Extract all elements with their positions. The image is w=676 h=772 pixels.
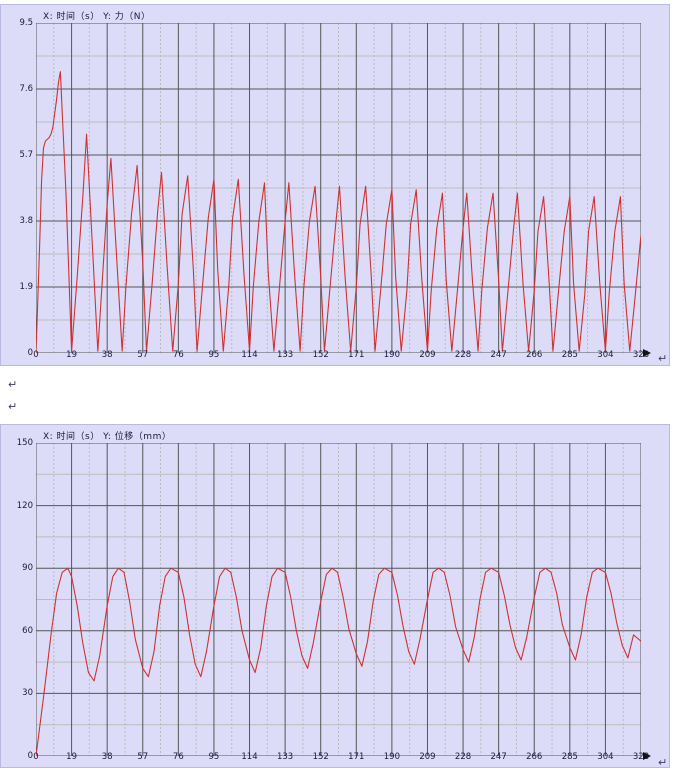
x-axis-arrow xyxy=(643,349,651,357)
x-tick-label: 38 xyxy=(101,350,113,360)
x-tick-label: 190 xyxy=(383,752,400,762)
y-tick-label: 0 xyxy=(27,751,33,761)
x-tick-label: 323 xyxy=(632,350,650,360)
x-tick-label: 304 xyxy=(597,752,614,762)
y-tick-label: 5.7 xyxy=(19,150,33,160)
x-tick-label: 152 xyxy=(312,350,329,360)
x-tick-label: 190 xyxy=(383,350,400,360)
chart-panel-displacement: X: 时间（s） Y: 位移（mm） 0 30 60 90 120 150 0 19 38 57… xyxy=(0,424,670,768)
x-tick-label: 247 xyxy=(490,752,507,762)
x-tick-label: 209 xyxy=(419,350,436,360)
x-axis-arrow xyxy=(643,752,651,760)
y-tick-label: 120 xyxy=(16,500,33,511)
y-tick-label: 0 xyxy=(27,348,33,358)
chart-panel-force: X: 时间（s） Y: 力（N） 0 1.9 3.8 5.7 7.6 9.5 0 19 38 5… xyxy=(0,4,670,366)
x-tick-label: 114 xyxy=(241,752,258,762)
y-tick-label: 3.8 xyxy=(19,216,33,226)
chart1-axis-caption: X: 时间（s） Y: 力（N） xyxy=(43,12,151,22)
x-tick-label: 304 xyxy=(597,350,614,360)
x-tick-label: 209 xyxy=(419,752,436,762)
x-tick-label: 57 xyxy=(137,752,149,762)
chart1-x-tick-labels: 0 19 38 57 76 95 114 133 152 171 190 209 228 247 266 28… xyxy=(1,349,669,365)
chart2-plot-area xyxy=(36,443,651,760)
x-tick-label: 228 xyxy=(454,350,472,360)
y-tick-label: 60 xyxy=(22,625,33,636)
paragraph-mark: ↵ xyxy=(8,400,18,413)
chart2-x-tick-labels: 0 19 38 57 76 95 114 133 152 171 190 209 228 247 266 28… xyxy=(1,751,669,767)
x-tick-label: 228 xyxy=(454,752,472,762)
x-tick-label: 285 xyxy=(561,350,578,360)
x-tick-label: 266 xyxy=(526,752,543,762)
paragraph-mark: ↵ xyxy=(658,756,668,769)
x-tick-label: 57 xyxy=(137,350,149,360)
y-tick-label: 30 xyxy=(22,688,33,699)
y-tick-label: 7.6 xyxy=(19,84,33,94)
chart1-plot-area xyxy=(36,23,651,357)
x-tick-label: 0 xyxy=(33,752,39,762)
x-tick-label: 152 xyxy=(312,752,329,762)
x-tick-label: 19 xyxy=(66,350,77,360)
x-tick-label: 76 xyxy=(172,350,184,360)
x-tick-label: 19 xyxy=(66,752,77,762)
x-tick-label: 171 xyxy=(348,752,365,762)
x-tick-label: 247 xyxy=(490,350,507,360)
x-tick-label: 114 xyxy=(241,350,258,360)
y-tick-label: 90 xyxy=(22,563,33,574)
y-tick-label: 1.9 xyxy=(19,282,33,292)
x-tick-label: 171 xyxy=(348,350,365,360)
x-tick-label: 133 xyxy=(276,350,294,360)
x-tick-label: 0 xyxy=(33,350,39,360)
x-tick-label: 133 xyxy=(276,752,294,762)
x-tick-label: 285 xyxy=(561,752,578,762)
chart2-y-tick-labels: 0 30 60 90 120 150 xyxy=(1,425,35,767)
x-tick-label: 76 xyxy=(172,752,184,762)
x-tick-label: 95 xyxy=(208,350,220,360)
paragraph-mark: ↵ xyxy=(8,378,18,391)
x-tick-label: 95 xyxy=(208,752,220,762)
x-tick-label: 266 xyxy=(526,350,543,360)
chart1-y-tick-labels: 0 1.9 3.8 5.7 7.6 9.5 xyxy=(1,5,35,365)
paragraph-mark: ↵ xyxy=(658,352,668,365)
y-tick-label: 9.5 xyxy=(19,18,33,28)
x-tick-label: 38 xyxy=(101,752,113,762)
x-tick-label: 323 xyxy=(632,752,650,762)
y-tick-label: 150 xyxy=(16,438,33,448)
chart2-axis-caption: X: 时间（s） Y: 位移（mm） xyxy=(43,432,172,442)
